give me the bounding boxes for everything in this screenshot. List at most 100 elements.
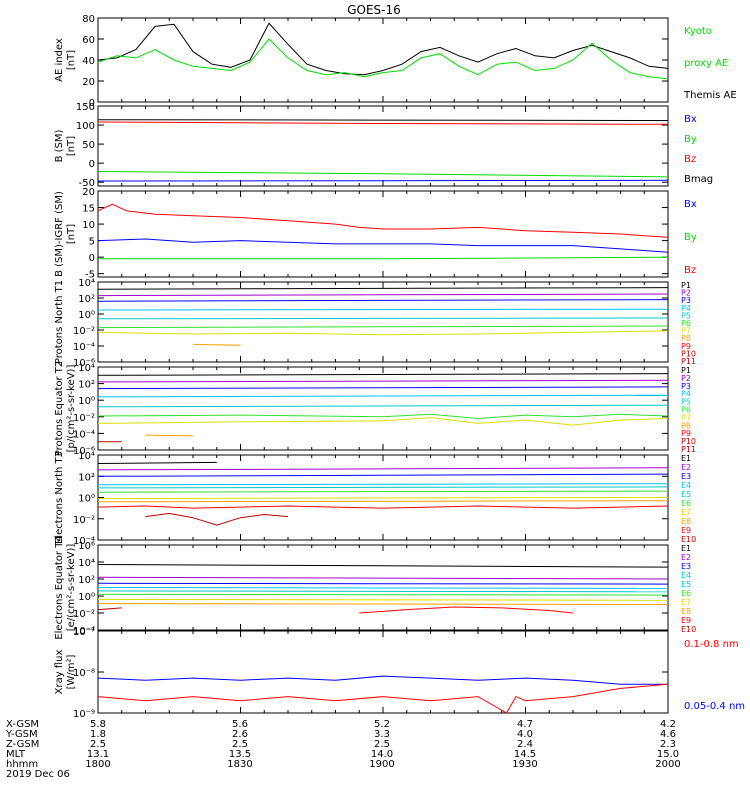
panel-frame <box>97 17 669 103</box>
panel-2: -50 0 50 100 150 B (SM) [nT] Bx By Bz Bmag <box>54 102 713 189</box>
legend-entry: P10 <box>681 349 696 358</box>
y-tick-label: 10² <box>78 472 95 483</box>
y-axis-unit: [nT] <box>66 50 77 70</box>
series-line-themis-ae <box>98 22 668 76</box>
series-line-p1 <box>98 287 668 290</box>
y-tick-label: 10⁻⁸ <box>73 668 95 679</box>
series-line-p6 <box>98 325 668 329</box>
x-table-value: 4.7 <box>517 719 533 730</box>
legend-entry: P5 <box>681 398 691 407</box>
y-tick-label: 10⁶ <box>78 541 95 552</box>
series-line-e4 <box>98 587 668 589</box>
x-table-value: 1800 <box>85 759 110 770</box>
legend-entry: P1 <box>681 281 691 290</box>
series-line-e8 <box>98 500 668 503</box>
series-line-e9 <box>98 505 668 509</box>
y-axis-label: Protons North T1 <box>54 280 65 364</box>
x-table-value: 14.5 <box>514 749 536 760</box>
y-axis-unit: [W/m²] <box>66 654 77 689</box>
x-table-value: 13.1 <box>87 749 109 760</box>
legend-entry: Bz <box>684 154 696 165</box>
legend-entry: P8 <box>681 421 691 430</box>
series-group <box>98 119 668 182</box>
series-line-p3 <box>98 386 668 390</box>
y-tick-label: 5 <box>89 237 95 248</box>
y-tick-label: 10 <box>82 220 95 231</box>
legend-entry: E9 <box>681 526 691 535</box>
y-tick-label: -50 <box>79 178 95 189</box>
x-table-value: 13.5 <box>229 749 251 760</box>
y-tick-label: 10⁻² <box>73 413 95 424</box>
x-table-value: 2000 <box>655 759 680 770</box>
x-table-value: 2.5 <box>90 739 106 750</box>
y-axis-label: Electrons North T3 <box>54 451 65 544</box>
series-group <box>98 461 668 526</box>
x-table-value: 1.8 <box>90 729 106 740</box>
legend-entry: Bz <box>684 265 696 276</box>
legend-entry: E1 <box>681 454 691 463</box>
y-tick-label: 10² <box>78 575 95 586</box>
legend-entry: By <box>684 134 697 145</box>
y-tick-label: 10² <box>78 294 95 305</box>
x-table-value: 2.4 <box>517 739 533 750</box>
x-table-value: 1900 <box>369 759 394 770</box>
x-table-value: 4.0 <box>517 729 533 740</box>
series-group <box>98 675 668 713</box>
y-axis-label: Xray flux <box>54 650 65 695</box>
legend-entry: P3 <box>681 382 691 391</box>
y-tick-label: 10⁻⁴ <box>73 429 95 440</box>
series-line-by <box>98 171 668 178</box>
series-line-e1 <box>98 461 217 464</box>
series-line-bx <box>98 238 668 253</box>
panel-7: 10⁶ 10⁴ 10² 10⁰ 10⁻² 10⁻⁴ Electrons Equator T4… <box>54 535 696 639</box>
series-line-e1 <box>98 564 668 568</box>
legend-entry: E8 <box>681 607 691 616</box>
series-line-p5 <box>98 317 668 320</box>
x-table-row-label: MLT <box>6 749 26 760</box>
series-line-e5 <box>98 486 668 489</box>
x-table-value: 15.0 <box>657 749 679 760</box>
y-tick-label: 20 <box>82 187 95 198</box>
series-group <box>98 373 668 443</box>
x-table-row-label: Z-GSM <box>6 739 39 750</box>
x-table-value: 5.2 <box>374 719 390 730</box>
series-line-p2 <box>98 293 668 297</box>
y-tick-label: 10⁻⁷ <box>73 627 95 638</box>
y-tick-label: 10⁻⁶ <box>73 446 95 457</box>
y-tick-label: 10⁴ <box>78 363 95 374</box>
x-table-value: 3.3 <box>374 729 390 740</box>
legend-entry: E10 <box>681 535 696 544</box>
series-line-e6 <box>98 593 668 596</box>
panel-frame <box>97 190 669 278</box>
y-tick-label: 0 <box>89 159 95 170</box>
series-line-0.1-0.8-nm <box>98 683 668 713</box>
y-axis-unit: [nT] <box>66 136 77 156</box>
series-line-e6 <box>98 490 668 493</box>
series-line-e7 <box>98 598 668 601</box>
legend-entry: P4 <box>681 304 691 313</box>
y-tick-label: 10⁻⁶ <box>73 358 95 369</box>
panel-frame <box>97 366 669 451</box>
legend-entry: P9 <box>681 342 691 351</box>
series-line-e5 <box>98 590 668 593</box>
x-table-value: 1830 <box>227 759 252 770</box>
legend-entry: E4 <box>681 481 691 490</box>
series-group <box>98 287 668 346</box>
y-axis-unit: [p/(cm²-s-sr-keV)] <box>66 365 77 453</box>
x-table-row-label: X-GSM <box>6 719 39 730</box>
series-line-p2 <box>98 379 668 383</box>
series-line-e3 <box>98 582 668 585</box>
series-line-e3 <box>98 473 668 477</box>
legend-entry: P7 <box>681 327 691 336</box>
legend-entry: P1 <box>681 366 691 375</box>
series-line-p7 <box>98 417 668 426</box>
legend-entry: P5 <box>681 311 691 320</box>
series-line-p9 <box>192 343 241 346</box>
series-group <box>98 22 668 80</box>
x-table-value: 4.2 <box>660 719 676 730</box>
legend-entry: 0.05-0.4 nm <box>684 701 745 712</box>
legend-entry: E1 <box>681 544 691 553</box>
x-table-value: 2.5 <box>374 739 390 750</box>
series-line-e7 <box>98 497 668 500</box>
